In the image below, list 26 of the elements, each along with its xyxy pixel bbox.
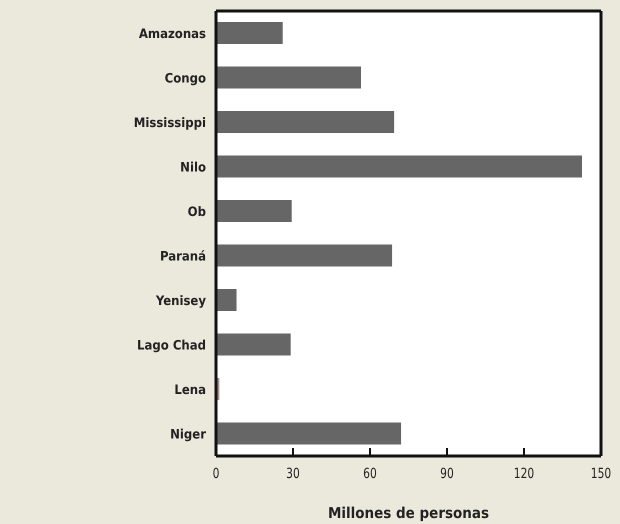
bar xyxy=(216,422,402,444)
bar xyxy=(216,111,394,133)
x-tick-label: 30 xyxy=(286,466,300,482)
x-axis-title: Millones de personas xyxy=(328,504,490,522)
bar xyxy=(216,22,283,44)
x-tick-label: 0 xyxy=(212,466,220,482)
x-tick-label: 150 xyxy=(590,466,612,482)
bar xyxy=(216,289,237,311)
y-tick-label: Nilo xyxy=(180,160,206,176)
bar xyxy=(216,66,362,88)
y-tick-label: Mississippi xyxy=(134,116,206,131)
bar xyxy=(216,156,582,178)
y-tick-label: Yenisey xyxy=(154,294,206,309)
y-tick-label: Paraná xyxy=(160,249,206,264)
bar xyxy=(216,200,292,222)
x-tick-label: 120 xyxy=(514,466,534,482)
y-tick-label: Amazonas xyxy=(138,26,206,42)
x-tick-label: 60 xyxy=(363,466,377,482)
y-tick-label: Niger xyxy=(170,427,206,442)
y-tick-label: Lago Chad xyxy=(137,338,206,354)
x-tick-label: 90 xyxy=(440,466,454,482)
y-tick-label: Congo xyxy=(164,71,206,86)
y-tick-label: Lena xyxy=(174,382,206,398)
bar xyxy=(216,334,291,356)
y-tick-label: Ob xyxy=(188,204,206,220)
bar xyxy=(216,244,392,266)
